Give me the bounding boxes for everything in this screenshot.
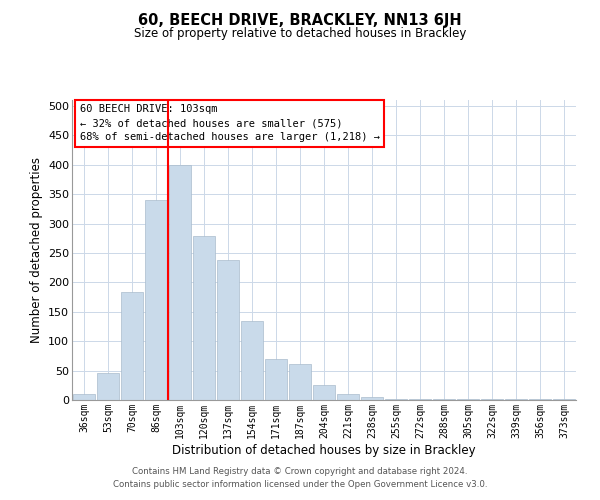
Bar: [193, 236, 215, 400]
Y-axis label: Number of detached properties: Number of detached properties: [29, 157, 43, 343]
Bar: [73, 394, 95, 400]
Bar: [169, 164, 191, 400]
Bar: [265, 359, 287, 400]
Bar: [145, 200, 167, 400]
Bar: [217, 260, 239, 400]
Text: Size of property relative to detached houses in Brackley: Size of property relative to detached ho…: [134, 28, 466, 40]
Bar: [361, 397, 383, 400]
Bar: [289, 364, 311, 400]
Bar: [121, 292, 143, 400]
Bar: [337, 394, 359, 400]
Text: Contains public sector information licensed under the Open Government Licence v3: Contains public sector information licen…: [113, 480, 487, 489]
Bar: [97, 373, 119, 400]
Bar: [385, 399, 407, 400]
Bar: [313, 386, 335, 400]
Text: Contains HM Land Registry data © Crown copyright and database right 2024.: Contains HM Land Registry data © Crown c…: [132, 467, 468, 476]
Text: 60 BEECH DRIVE: 103sqm
← 32% of detached houses are smaller (575)
68% of semi-de: 60 BEECH DRIVE: 103sqm ← 32% of detached…: [80, 104, 380, 142]
X-axis label: Distribution of detached houses by size in Brackley: Distribution of detached houses by size …: [172, 444, 476, 456]
Bar: [241, 320, 263, 400]
Text: 60, BEECH DRIVE, BRACKLEY, NN13 6JH: 60, BEECH DRIVE, BRACKLEY, NN13 6JH: [138, 12, 462, 28]
Bar: [553, 399, 575, 400]
